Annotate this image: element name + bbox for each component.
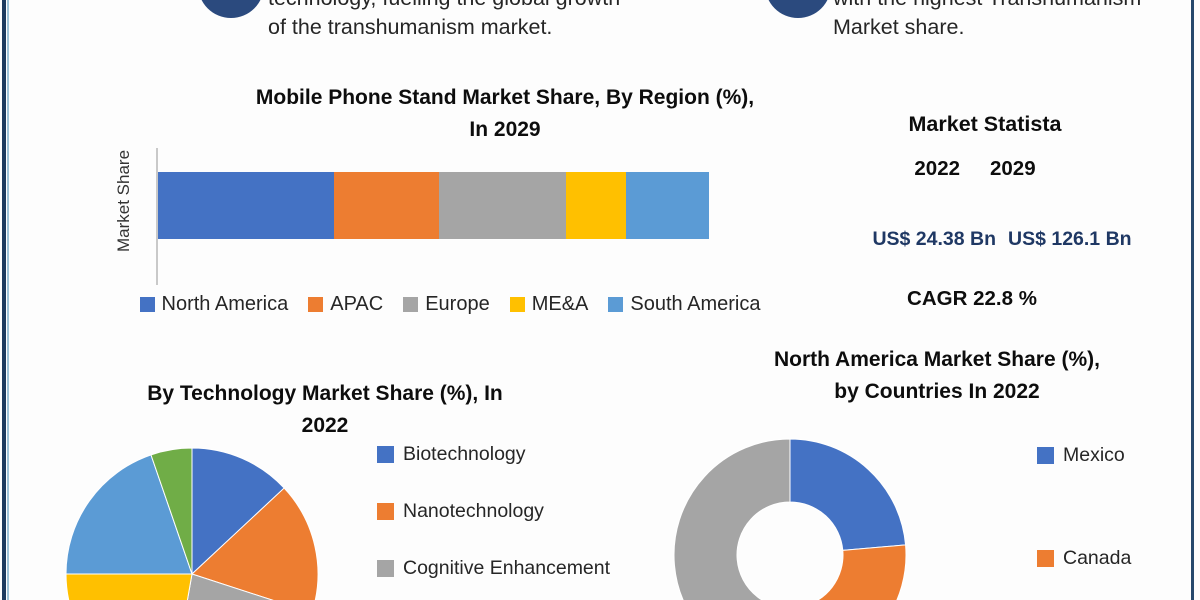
top-note-left-line1: technology, fuelling the global growth — [268, 0, 698, 13]
legend-label: APAC — [330, 293, 384, 315]
north-america-donut-chart — [673, 438, 907, 600]
bar-chart-title-line1: Mobile Phone Stand Market Share, By Regi… — [255, 86, 755, 109]
legend-swatch-icon — [139, 297, 155, 312]
pie-chart-title: By Technology Market Share (%), In 2022 — [75, 378, 575, 442]
bar-chart-y-axis-label: Market Share — [114, 149, 133, 253]
legend-item-nanotechnology: Nanotechnology — [377, 500, 610, 523]
legend-label: Cognitive Enhancement — [403, 557, 611, 579]
top-note-right-line2: Market share. — [833, 15, 965, 39]
legend-item-cognitive-enhancement: Cognitive Enhancement — [377, 557, 610, 580]
legend-label: Europe — [425, 293, 490, 315]
legend-label: Biotechnology — [403, 443, 526, 465]
stats-panel-title: Market Statista — [908, 112, 1062, 136]
legend-item-me-a: ME&A — [509, 293, 589, 316]
legend-swatch-icon — [377, 446, 394, 463]
legend-swatch-icon — [509, 297, 525, 312]
legend-swatch-icon — [608, 297, 624, 312]
bar-segment-europe — [439, 172, 566, 239]
stats-value-2022: US$ 24.38 Bn — [872, 228, 996, 250]
top-note-left-line2: of the transhumanism market. — [268, 15, 553, 39]
bullet-circle-icon — [765, 0, 831, 18]
donut-segment-2 — [673, 438, 791, 600]
pie-segment-5 — [150, 447, 193, 575]
legend-label: Canada — [1063, 547, 1132, 569]
bullet-circle-icon — [198, 0, 264, 18]
stats-years-row: 2022 2029 — [815, 157, 1135, 181]
pie-segment-cognitive-enhancement — [186, 573, 274, 600]
legend-item-canada: Canada — [1037, 547, 1131, 570]
left-border-accent-line — [7, 0, 9, 600]
pie-segment-3 — [65, 573, 193, 600]
top-note-right-line1: with the highest Transhumanism — [833, 0, 1173, 13]
stats-values-row: US$ 24.38 Bn US$ 126.1 Bn — [832, 228, 1172, 251]
bar-segment-me-a — [565, 172, 627, 239]
left-border-line — [2, 0, 6, 600]
donut-segment-mexico — [789, 438, 907, 551]
bar-segment-south-america — [626, 172, 709, 239]
pie-segment-nanotechnology — [191, 487, 319, 600]
technology-pie-legend: Biotechnology Nanotechnology Cognitive Enh… — [377, 443, 610, 580]
legend-swatch-icon — [403, 297, 419, 312]
legend-item-biotechnology: Biotechnology — [377, 443, 610, 466]
stats-value-2029: US$ 126.1 Bn — [1008, 228, 1132, 250]
legend-item-apac: APAC — [308, 293, 383, 316]
donut-chart-title: North America Market Share (%), by Count… — [687, 344, 1187, 408]
stats-cagr: CAGR 22.8 % — [907, 287, 1037, 310]
bar-segment-apac — [334, 172, 439, 239]
legend-item-mexico: Mexico — [1037, 444, 1131, 467]
bar-segment-north-america — [158, 172, 335, 239]
region-stacked-bar — [158, 172, 709, 239]
legend-swatch-icon — [1037, 447, 1054, 464]
legend-item-north-america: North America — [139, 293, 289, 316]
legend-item-south-america: South America — [608, 293, 760, 316]
donut-chart-title-line2: by Countries In 2022 — [834, 380, 1040, 403]
legend-label: ME&A — [531, 293, 589, 315]
stats-year-2029: 2029 — [990, 157, 1036, 180]
right-border-line — [1191, 0, 1194, 600]
technology-pie-chart — [65, 447, 319, 600]
legend-label: Mexico — [1063, 444, 1125, 466]
region-bar-legend: North America APAC Europe ME&A South America — [110, 293, 790, 316]
legend-swatch-icon — [377, 503, 394, 520]
bar-chart-title-line2: In 2029 — [469, 118, 541, 141]
bar-chart-title: Mobile Phone Stand Market Share, By Regi… — [160, 82, 850, 146]
bar-chart-y-axis-line — [156, 148, 158, 285]
donut-chart-title-line1: North America Market Share (%), — [774, 348, 1100, 371]
legend-swatch-icon — [308, 297, 324, 312]
pie-chart-title-line2: 2022 — [301, 414, 349, 437]
legend-swatch-icon — [377, 560, 394, 577]
top-note-right: with the highest Transhumanism Market sh… — [833, 0, 1173, 42]
pie-chart-title-line1: By Technology Market Share (%), In — [147, 382, 503, 405]
donut-segment-canada — [816, 544, 907, 600]
legend-swatch-icon — [1037, 550, 1054, 567]
top-note-left: technology, fuelling the global growth o… — [268, 0, 698, 42]
legend-label: North America — [161, 293, 289, 315]
pie-segment-4 — [65, 454, 193, 575]
stats-year-2022: 2022 — [914, 157, 960, 180]
legend-item-europe: Europe — [403, 293, 490, 316]
legend-label: Nanotechnology — [403, 500, 544, 522]
north-america-donut-legend: Mexico Canada — [1037, 444, 1131, 570]
pie-segment-biotechnology — [191, 447, 285, 576]
legend-label: South America — [630, 293, 761, 315]
